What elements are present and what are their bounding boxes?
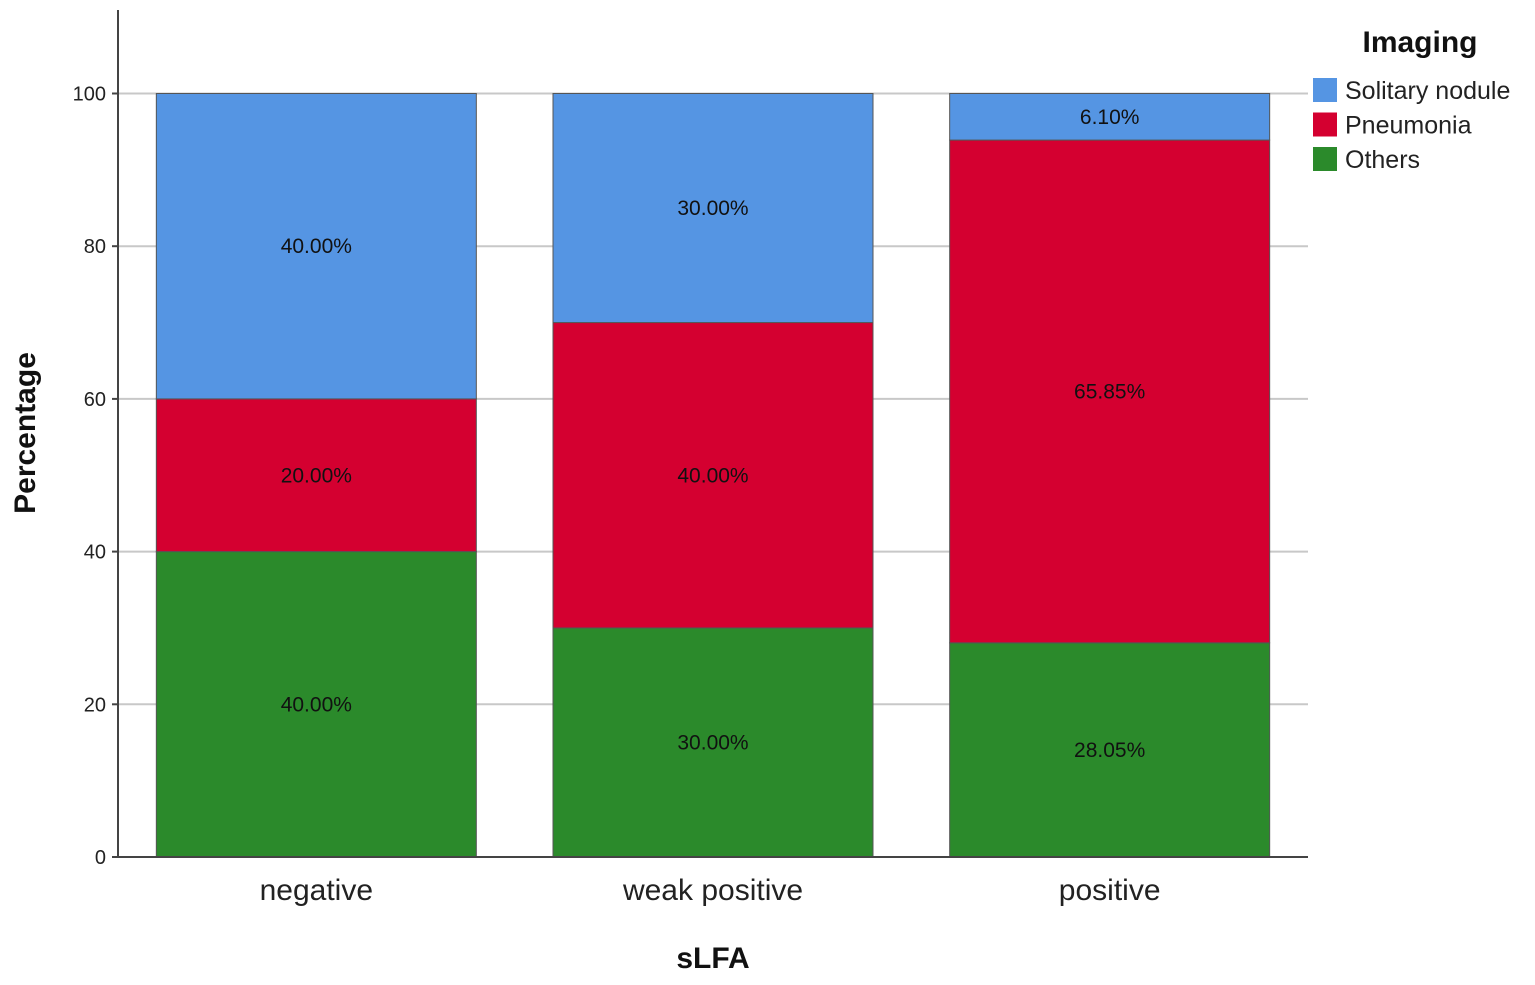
legend-label: Pneumonia — [1345, 112, 1472, 140]
bar-segment-pneumonia — [155, 398, 477, 553]
x-category-label: positive — [1059, 874, 1161, 907]
data-label: 30.00% — [677, 731, 748, 754]
legend-swatch — [1313, 78, 1337, 102]
bar-segment-pneumonia — [949, 139, 1271, 644]
axes — [117, 10, 1308, 858]
legend-label: Others — [1345, 146, 1420, 174]
data-label: 40.00% — [281, 235, 352, 258]
legend-items: Solitary nodule Pneumonia Others — [1313, 77, 1510, 174]
y-tick-labels: 0 20 40 60 80 100 — [73, 84, 106, 870]
legend-swatch — [1313, 112, 1337, 137]
x-category-label: weak positive — [622, 874, 803, 907]
x-axis-title: sLFA — [676, 942, 749, 975]
y-tick-label: 80 — [84, 236, 106, 258]
data-label: 20.00% — [281, 464, 352, 487]
data-label: 65.85% — [1074, 380, 1145, 403]
data-label: 40.00% — [677, 464, 748, 487]
y-tick-label: 100 — [73, 84, 106, 106]
bar-segment-others — [155, 551, 477, 858]
bar-segment-solitary-nodule — [949, 93, 1271, 141]
bar-segment-pneumonia — [552, 322, 874, 629]
bars — [155, 93, 1271, 858]
y-axis-title: Percentage — [9, 352, 42, 514]
y-tick-label: 0 — [95, 847, 106, 869]
data-label: 40.00% — [281, 693, 352, 716]
legend-title: Imaging — [1362, 26, 1477, 59]
bar-segment-others — [552, 627, 874, 858]
y-tick-label: 40 — [84, 542, 106, 564]
data-label: 28.05% — [1074, 739, 1145, 762]
data-label: 30.00% — [677, 197, 748, 220]
y-tick-label: 60 — [84, 389, 106, 411]
y-tick-label: 20 — [84, 694, 106, 716]
data-labels: 40.00% 20.00% 40.00% 30.00% 40.00% 30.00% 28.0… — [281, 106, 1146, 762]
bar-segment-solitary-nodule — [552, 93, 874, 324]
x-category-labels: negative weak positive positive — [260, 874, 1161, 907]
data-label: 6.10% — [1080, 106, 1140, 129]
bar-segment-solitary-nodule — [155, 93, 477, 400]
legend: Imaging Solitary nodule Pneumonia Others — [1313, 26, 1510, 174]
x-category-label: negative — [260, 874, 373, 907]
legend-swatch — [1313, 147, 1337, 171]
legend-label: Solitary nodule — [1345, 77, 1510, 105]
bar-segment-others — [949, 642, 1271, 858]
